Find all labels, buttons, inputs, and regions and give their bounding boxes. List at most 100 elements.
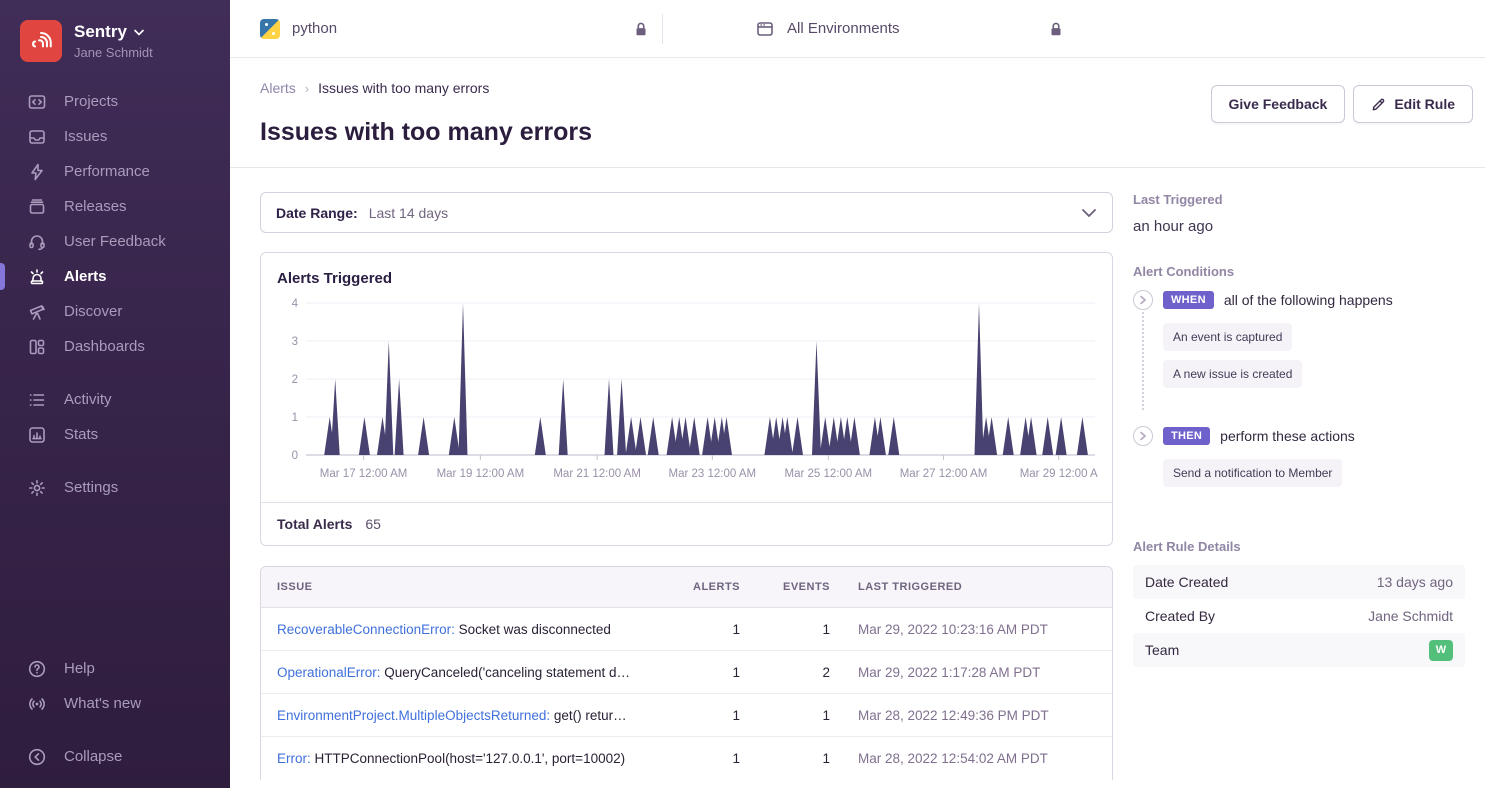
issue-description: HTTPConnectionPool(host='127.0.0.1', por… bbox=[310, 751, 626, 766]
sidebar-item-performance[interactable]: Performance bbox=[0, 154, 230, 189]
stats-icon bbox=[27, 425, 47, 445]
when-condition-row: WHEN all of the following happens bbox=[1133, 290, 1465, 310]
issue-description: Socket was disconnected bbox=[454, 621, 611, 637]
breadcrumb-current: Issues with too many errors bbox=[318, 80, 490, 96]
last-triggered-time: Mar 29, 2022 10:23:16 AM PDT bbox=[858, 621, 1048, 637]
sidebar-item-activity[interactable]: Activity bbox=[0, 382, 230, 417]
team-avatar-badge[interactable]: W bbox=[1429, 639, 1453, 661]
sidebar-item-releases[interactable]: Releases bbox=[0, 189, 230, 224]
collapse-icon bbox=[27, 747, 47, 767]
help-icon bbox=[27, 659, 47, 679]
col-alerts: ALERTS bbox=[693, 581, 740, 593]
issues-table: ISSUE ALERTS EVENTS LAST TRIGGERED Recov… bbox=[260, 566, 1113, 780]
svg-text:2: 2 bbox=[292, 374, 298, 386]
last-triggered-time: Mar 28, 2022 12:49:36 PM PDT bbox=[858, 707, 1049, 723]
environment-selector[interactable]: All Environments bbox=[755, 19, 900, 39]
user-feedback-icon bbox=[27, 232, 47, 252]
page-title: Issues with too many errors bbox=[260, 118, 593, 146]
then-text: perform these actions bbox=[1220, 428, 1355, 444]
sidebar-item-issues[interactable]: Issues bbox=[0, 119, 230, 154]
sidebar-item-label: User Feedback bbox=[64, 233, 166, 250]
col-issue: ISSUE bbox=[277, 581, 313, 593]
python-project-icon bbox=[260, 18, 280, 39]
when-text: all of the following happens bbox=[1223, 292, 1393, 308]
sidebar-item-label: Dashboards bbox=[64, 338, 145, 355]
chart-title: Alerts Triggered bbox=[277, 270, 393, 287]
alerts-triggered-card: Alerts Triggered 0 1 2 3 4 Mar 17 12:00 AM Mar… bbox=[260, 252, 1113, 546]
sidebar-item-alerts[interactable]: Alerts bbox=[0, 259, 230, 294]
sidebar-item-help[interactable]: Help bbox=[0, 651, 230, 686]
issue-cell: Error: HTTPConnectionPool(host='127.0.0.… bbox=[277, 751, 650, 766]
detail-row: Team W bbox=[1133, 633, 1465, 667]
issue-description: get() retur… bbox=[550, 707, 627, 723]
detail-label: Created By bbox=[1145, 608, 1216, 624]
condition-pill: Send a notification to Member bbox=[1163, 459, 1343, 487]
issue-cell: RecoverableConnectionError: Socket was d… bbox=[277, 622, 650, 637]
svg-text:Mar 19 12:00 AM: Mar 19 12:00 AM bbox=[437, 468, 525, 480]
sidebar-item-label: Stats bbox=[64, 426, 99, 443]
sidebar-item-collapse[interactable]: Collapse bbox=[0, 739, 230, 774]
rule-details-panel: Last Triggered an hour ago Alert Conditi… bbox=[1133, 192, 1465, 788]
dashboards-icon bbox=[27, 337, 47, 357]
user-name: Jane Schmidt bbox=[74, 45, 153, 60]
total-alerts-value: 65 bbox=[365, 516, 381, 532]
give-feedback-button[interactable]: Give Feedback bbox=[1210, 85, 1346, 123]
detail-value: Jane Schmidt bbox=[1368, 608, 1453, 624]
breadcrumb-alerts-link[interactable]: Alerts bbox=[260, 80, 296, 96]
issues-icon bbox=[27, 127, 47, 147]
breadcrumb-separator-icon: › bbox=[304, 80, 310, 96]
sidebar-item-label: Discover bbox=[64, 303, 123, 320]
alerts-count: 1 bbox=[732, 707, 740, 723]
when-badge: WHEN bbox=[1163, 291, 1214, 309]
chevron-circle-icon bbox=[1133, 426, 1153, 446]
sidebar-item-dashboards[interactable]: Dashboards bbox=[0, 329, 230, 364]
last-triggered-time: Mar 28, 2022 12:54:02 AM PDT bbox=[858, 751, 1048, 766]
alerts-icon bbox=[27, 267, 47, 287]
col-last-triggered: LAST TRIGGERED bbox=[858, 581, 963, 593]
performance-icon bbox=[27, 162, 47, 182]
page-header: Alerts › Issues with too many errors Iss… bbox=[230, 58, 1485, 168]
projects-icon bbox=[27, 92, 47, 112]
sidebar-item-label: Issues bbox=[64, 128, 108, 145]
sidebar-item-what-s-new[interactable]: What's new bbox=[0, 686, 230, 721]
sidebar-item-label: Activity bbox=[64, 391, 112, 408]
issue-link[interactable]: OperationalError: bbox=[277, 664, 381, 680]
then-badge: THEN bbox=[1163, 427, 1211, 445]
sidebar-item-label: Settings bbox=[64, 479, 119, 496]
sidebar-item-discover[interactable]: Discover bbox=[0, 294, 230, 329]
last-triggered-time: Mar 29, 2022 1:17:28 AM PDT bbox=[858, 664, 1041, 680]
issue-link[interactable]: Error: bbox=[277, 751, 311, 766]
events-count: 1 bbox=[822, 621, 830, 637]
chevron-circle-icon bbox=[1133, 290, 1153, 310]
sidebar-item-label: What's new bbox=[64, 695, 142, 712]
sidebar-item-user-feedback[interactable]: User Feedback bbox=[0, 224, 230, 259]
sidebar-item-projects[interactable]: Projects bbox=[0, 84, 230, 119]
detail-row: Date Created 13 days ago bbox=[1133, 565, 1465, 599]
chevron-down-icon bbox=[1082, 208, 1096, 217]
org-name: Sentry bbox=[74, 22, 127, 41]
detail-row: Created By Jane Schmidt bbox=[1133, 599, 1465, 633]
issue-cell: EnvironmentProject.MultipleObjectsReturn… bbox=[277, 708, 650, 723]
issue-link[interactable]: RecoverableConnectionError: bbox=[277, 621, 455, 637]
issue-link[interactable]: EnvironmentProject.MultipleObjectsReturn… bbox=[277, 707, 551, 723]
settings-icon bbox=[27, 478, 47, 498]
topbar-divider bbox=[662, 13, 663, 44]
org-switcher[interactable]: Sentry Jane Schmidt bbox=[0, 16, 230, 84]
project-selector[interactable]: python bbox=[260, 18, 337, 39]
sidebar-item-label: Projects bbox=[64, 93, 119, 110]
detail-value: 13 days ago bbox=[1376, 574, 1453, 590]
date-range-value: Last 14 days bbox=[368, 204, 449, 221]
issues-table-header: ISSUE ALERTS EVENTS LAST TRIGGERED bbox=[261, 567, 1112, 608]
sidebar-item-stats[interactable]: Stats bbox=[0, 417, 230, 452]
then-condition-row: THEN perform these actions bbox=[1133, 426, 1465, 446]
edit-rule-button[interactable]: Edit Rule bbox=[1353, 85, 1473, 123]
sidebar-item-label: Performance bbox=[64, 163, 150, 180]
activity-icon bbox=[27, 390, 47, 410]
events-count: 1 bbox=[822, 751, 830, 766]
environment-icon bbox=[757, 21, 773, 36]
breadcrumb: Alerts › Issues with too many errors bbox=[260, 80, 592, 96]
sidebar-item-settings[interactable]: Settings bbox=[0, 470, 230, 505]
when-items: An event is captured A new issue is creat… bbox=[1142, 310, 1465, 410]
date-range-selector[interactable]: Date Range: Last 14 days bbox=[260, 192, 1113, 233]
alerts-count: 1 bbox=[732, 621, 740, 637]
